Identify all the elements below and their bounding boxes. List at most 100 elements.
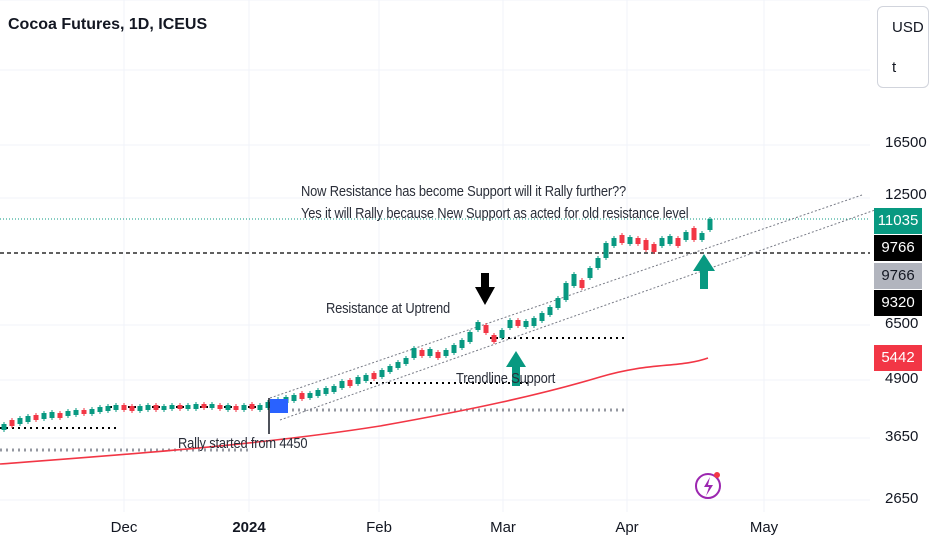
- flag-icon: [270, 399, 288, 413]
- candle: [339, 381, 345, 388]
- ma-badge: 5442: [874, 345, 922, 371]
- candle: [291, 395, 297, 401]
- arrows: [475, 254, 715, 386]
- candle: [233, 406, 239, 410]
- candle: [177, 405, 183, 409]
- candle: [347, 380, 353, 386]
- candle: [217, 405, 223, 409]
- candle: [121, 405, 127, 410]
- candle: [41, 413, 47, 419]
- candle: [371, 373, 377, 379]
- currency-unit: t: [892, 59, 897, 76]
- candle: [403, 358, 409, 364]
- candle: [323, 388, 329, 394]
- candle: [643, 240, 649, 250]
- candle: [531, 318, 537, 326]
- x-tick-label: Feb: [366, 519, 392, 536]
- moving-average-line: [0, 357, 709, 465]
- down-arrow-icon: [475, 273, 495, 305]
- last-price-badge: 11035: [874, 208, 922, 234]
- candle: [659, 238, 665, 246]
- candle: [65, 411, 71, 416]
- y-tick-label: 12500: [885, 186, 927, 203]
- candle: [427, 349, 433, 356]
- candle: [105, 406, 111, 411]
- bolt-logo: [695, 472, 721, 499]
- candle: [539, 313, 545, 321]
- candle: [563, 283, 569, 300]
- moving-average: [0, 357, 709, 465]
- candle: [9, 420, 15, 426]
- x-tick-label: Apr: [615, 519, 639, 536]
- candle: [555, 298, 561, 308]
- candle: [499, 330, 505, 338]
- candle: [355, 377, 361, 384]
- candle: [81, 410, 87, 414]
- annotation-line-1: Now Resistance has become Support will i…: [301, 183, 627, 200]
- candle: [603, 243, 609, 258]
- candle: [193, 404, 199, 409]
- grid: [0, 0, 870, 512]
- candle: [209, 404, 215, 408]
- candle: [145, 405, 151, 410]
- candle: [475, 322, 481, 330]
- level-badge: 9766: [874, 235, 922, 261]
- candle: [651, 244, 657, 252]
- annotation-resistance: Resistance at Uptrend: [326, 300, 451, 317]
- candle: [169, 405, 175, 409]
- candle: [619, 235, 625, 243]
- candle: [129, 406, 135, 411]
- candle: [1, 424, 7, 430]
- y-tick-label: 3650: [885, 428, 919, 445]
- y-tick-label: 6500: [885, 315, 919, 332]
- x-tick-label: May: [749, 519, 779, 536]
- candle: [691, 228, 697, 240]
- candle: [331, 386, 337, 392]
- candle: [627, 237, 633, 244]
- candle: [467, 332, 473, 342]
- candle: [451, 345, 457, 353]
- x-tick-label: Mar: [490, 519, 516, 536]
- y-tick-label: 16500: [885, 134, 927, 151]
- level-badge: 9766: [874, 263, 922, 289]
- flag-marker: [268, 398, 288, 434]
- candle: [113, 405, 119, 410]
- candle: [491, 335, 497, 342]
- candle: [507, 320, 513, 328]
- candle: [419, 350, 425, 356]
- notification-dot: [714, 472, 720, 478]
- candle: [515, 320, 521, 326]
- candle: [185, 405, 191, 409]
- chart-title: Cocoa Futures, 1D, ICEUS: [8, 16, 208, 33]
- candle: [667, 236, 673, 244]
- candle: [595, 258, 601, 268]
- candle: [315, 390, 321, 396]
- candle: [459, 340, 465, 348]
- up-arrow-icon: [506, 351, 526, 386]
- candle: [363, 375, 369, 381]
- candle: [483, 325, 489, 333]
- annotation-rally: Rally started from 4450: [178, 435, 308, 452]
- candle: [249, 404, 255, 409]
- candle: [57, 413, 63, 418]
- x-tick-label: Dec: [110, 519, 138, 536]
- annotation-trendline: Trendline Support: [456, 370, 556, 387]
- level-badge: 9320: [874, 290, 922, 316]
- candle: [579, 280, 585, 288]
- candle: [523, 321, 529, 327]
- candle: [257, 405, 263, 410]
- y-tick-label: 2650: [885, 490, 919, 507]
- candle: [49, 412, 55, 418]
- candle: [571, 274, 577, 286]
- candle: [33, 415, 39, 420]
- candle: [707, 219, 713, 230]
- candle: [587, 268, 593, 278]
- candle: [25, 416, 31, 422]
- candle: [153, 405, 159, 410]
- candle: [635, 238, 641, 244]
- candle: [89, 409, 95, 414]
- currency-selector[interactable]: USD t: [877, 6, 929, 88]
- candle: [17, 418, 23, 424]
- x-tick-label: 2024: [232, 519, 266, 536]
